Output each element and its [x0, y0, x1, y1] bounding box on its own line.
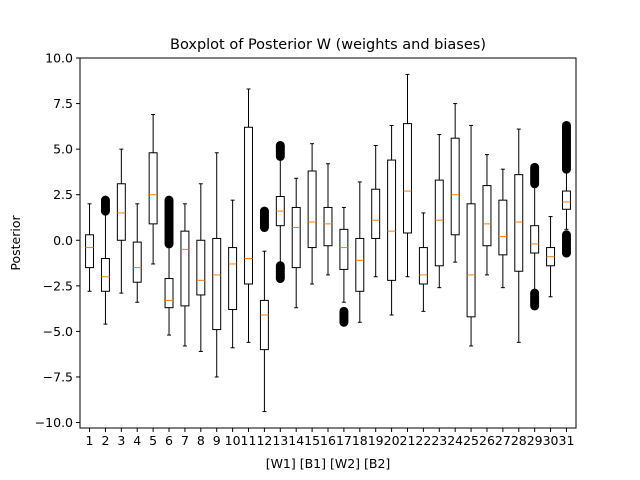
outlier-point	[530, 179, 540, 189]
x-tick-label: 31	[559, 433, 575, 448]
x-tick-label: 24	[447, 433, 463, 448]
outlier-point	[275, 151, 285, 161]
box	[100, 257, 110, 292]
y-tick-label: 10.0	[45, 51, 73, 66]
x-tick-label: 5	[149, 433, 157, 448]
x-tick-label: 25	[463, 433, 479, 448]
x-tick-label: 14	[288, 433, 304, 448]
box	[514, 174, 524, 272]
box	[498, 199, 508, 256]
box	[228, 247, 238, 311]
x-tick-label: 10	[225, 433, 241, 448]
outlier-point	[561, 164, 571, 174]
x-tick-label: 11	[241, 433, 257, 448]
x-tick-label: 28	[511, 433, 527, 448]
y-tick-label: 5.0	[53, 142, 73, 157]
x-tick-label: 21	[400, 433, 416, 448]
y-tick-label: 7.5	[53, 96, 73, 111]
x-tick-label: 3	[117, 433, 125, 448]
plot-area: 10.07.55.02.50.0−2.5−5.0−7.5−10.01 2 3 4 5 6 7…	[35, 51, 577, 448]
box	[371, 188, 381, 239]
box	[259, 299, 269, 351]
x-tick-label: 17	[336, 433, 352, 448]
box	[85, 234, 95, 269]
box	[434, 179, 444, 267]
box	[355, 237, 365, 292]
x-tick-label: 7	[181, 433, 189, 448]
box	[196, 239, 206, 296]
box	[482, 185, 492, 247]
box	[212, 237, 222, 331]
y-tick-label: 2.5	[53, 187, 73, 202]
x-tick-label: 18	[352, 433, 368, 448]
x-tick-label: 4	[133, 433, 141, 448]
box	[132, 241, 142, 283]
x-tick-label: 9	[213, 433, 221, 448]
x-tick-label: 26	[479, 433, 495, 448]
y-tick-label: −7.5	[43, 369, 73, 384]
box	[466, 203, 476, 318]
x-tick-label: 27	[495, 433, 511, 448]
chart-title: Boxplot of Posterior W (weights and bias…	[170, 37, 486, 53]
axes-frame	[79, 57, 577, 429]
box	[387, 159, 397, 281]
y-tick-label: 0.0	[53, 233, 73, 248]
x-tick-label: 15	[304, 433, 320, 448]
box	[307, 170, 317, 249]
y-tick-label: −10.0	[35, 415, 73, 430]
box	[291, 206, 301, 269]
outlier-point	[100, 206, 110, 216]
box	[339, 228, 349, 270]
x-tick-label: 1	[86, 433, 94, 448]
box	[180, 230, 190, 307]
box	[450, 137, 460, 236]
y-axis-label: Posterior	[8, 215, 23, 271]
x-tick-label: 23	[431, 433, 447, 448]
x-tick-label: 16	[320, 433, 336, 448]
box	[148, 152, 158, 225]
outlier-point	[259, 223, 269, 233]
y-tick-label: −5.0	[43, 324, 73, 339]
x-tick-label: 2	[101, 433, 109, 448]
outlier-point	[561, 248, 571, 258]
outlier-point	[530, 301, 540, 311]
box	[116, 183, 126, 241]
x-tick-label: 8	[197, 433, 205, 448]
outlier-point	[339, 317, 349, 327]
y-tick-label: −2.5	[43, 278, 73, 293]
x-tick-label: 6	[165, 433, 173, 448]
box	[530, 225, 540, 254]
box	[244, 126, 253, 285]
x-tick-label: 30	[543, 433, 559, 448]
x-tick-label: 20	[384, 433, 400, 448]
box	[323, 206, 333, 247]
x-tick-label: 13	[272, 433, 288, 448]
x-axis-label: [W1] [B1] [W2] [B2]	[266, 456, 391, 471]
x-tick-label: 29	[527, 433, 543, 448]
box	[164, 278, 174, 309]
outlier-point	[164, 239, 174, 249]
outlier-point	[275, 274, 285, 284]
x-tick-label: 22	[415, 433, 431, 448]
box	[418, 247, 428, 285]
x-tick-label: 19	[368, 433, 384, 448]
box	[561, 190, 571, 210]
box	[403, 123, 412, 234]
x-tick-label: 12	[256, 433, 272, 448]
